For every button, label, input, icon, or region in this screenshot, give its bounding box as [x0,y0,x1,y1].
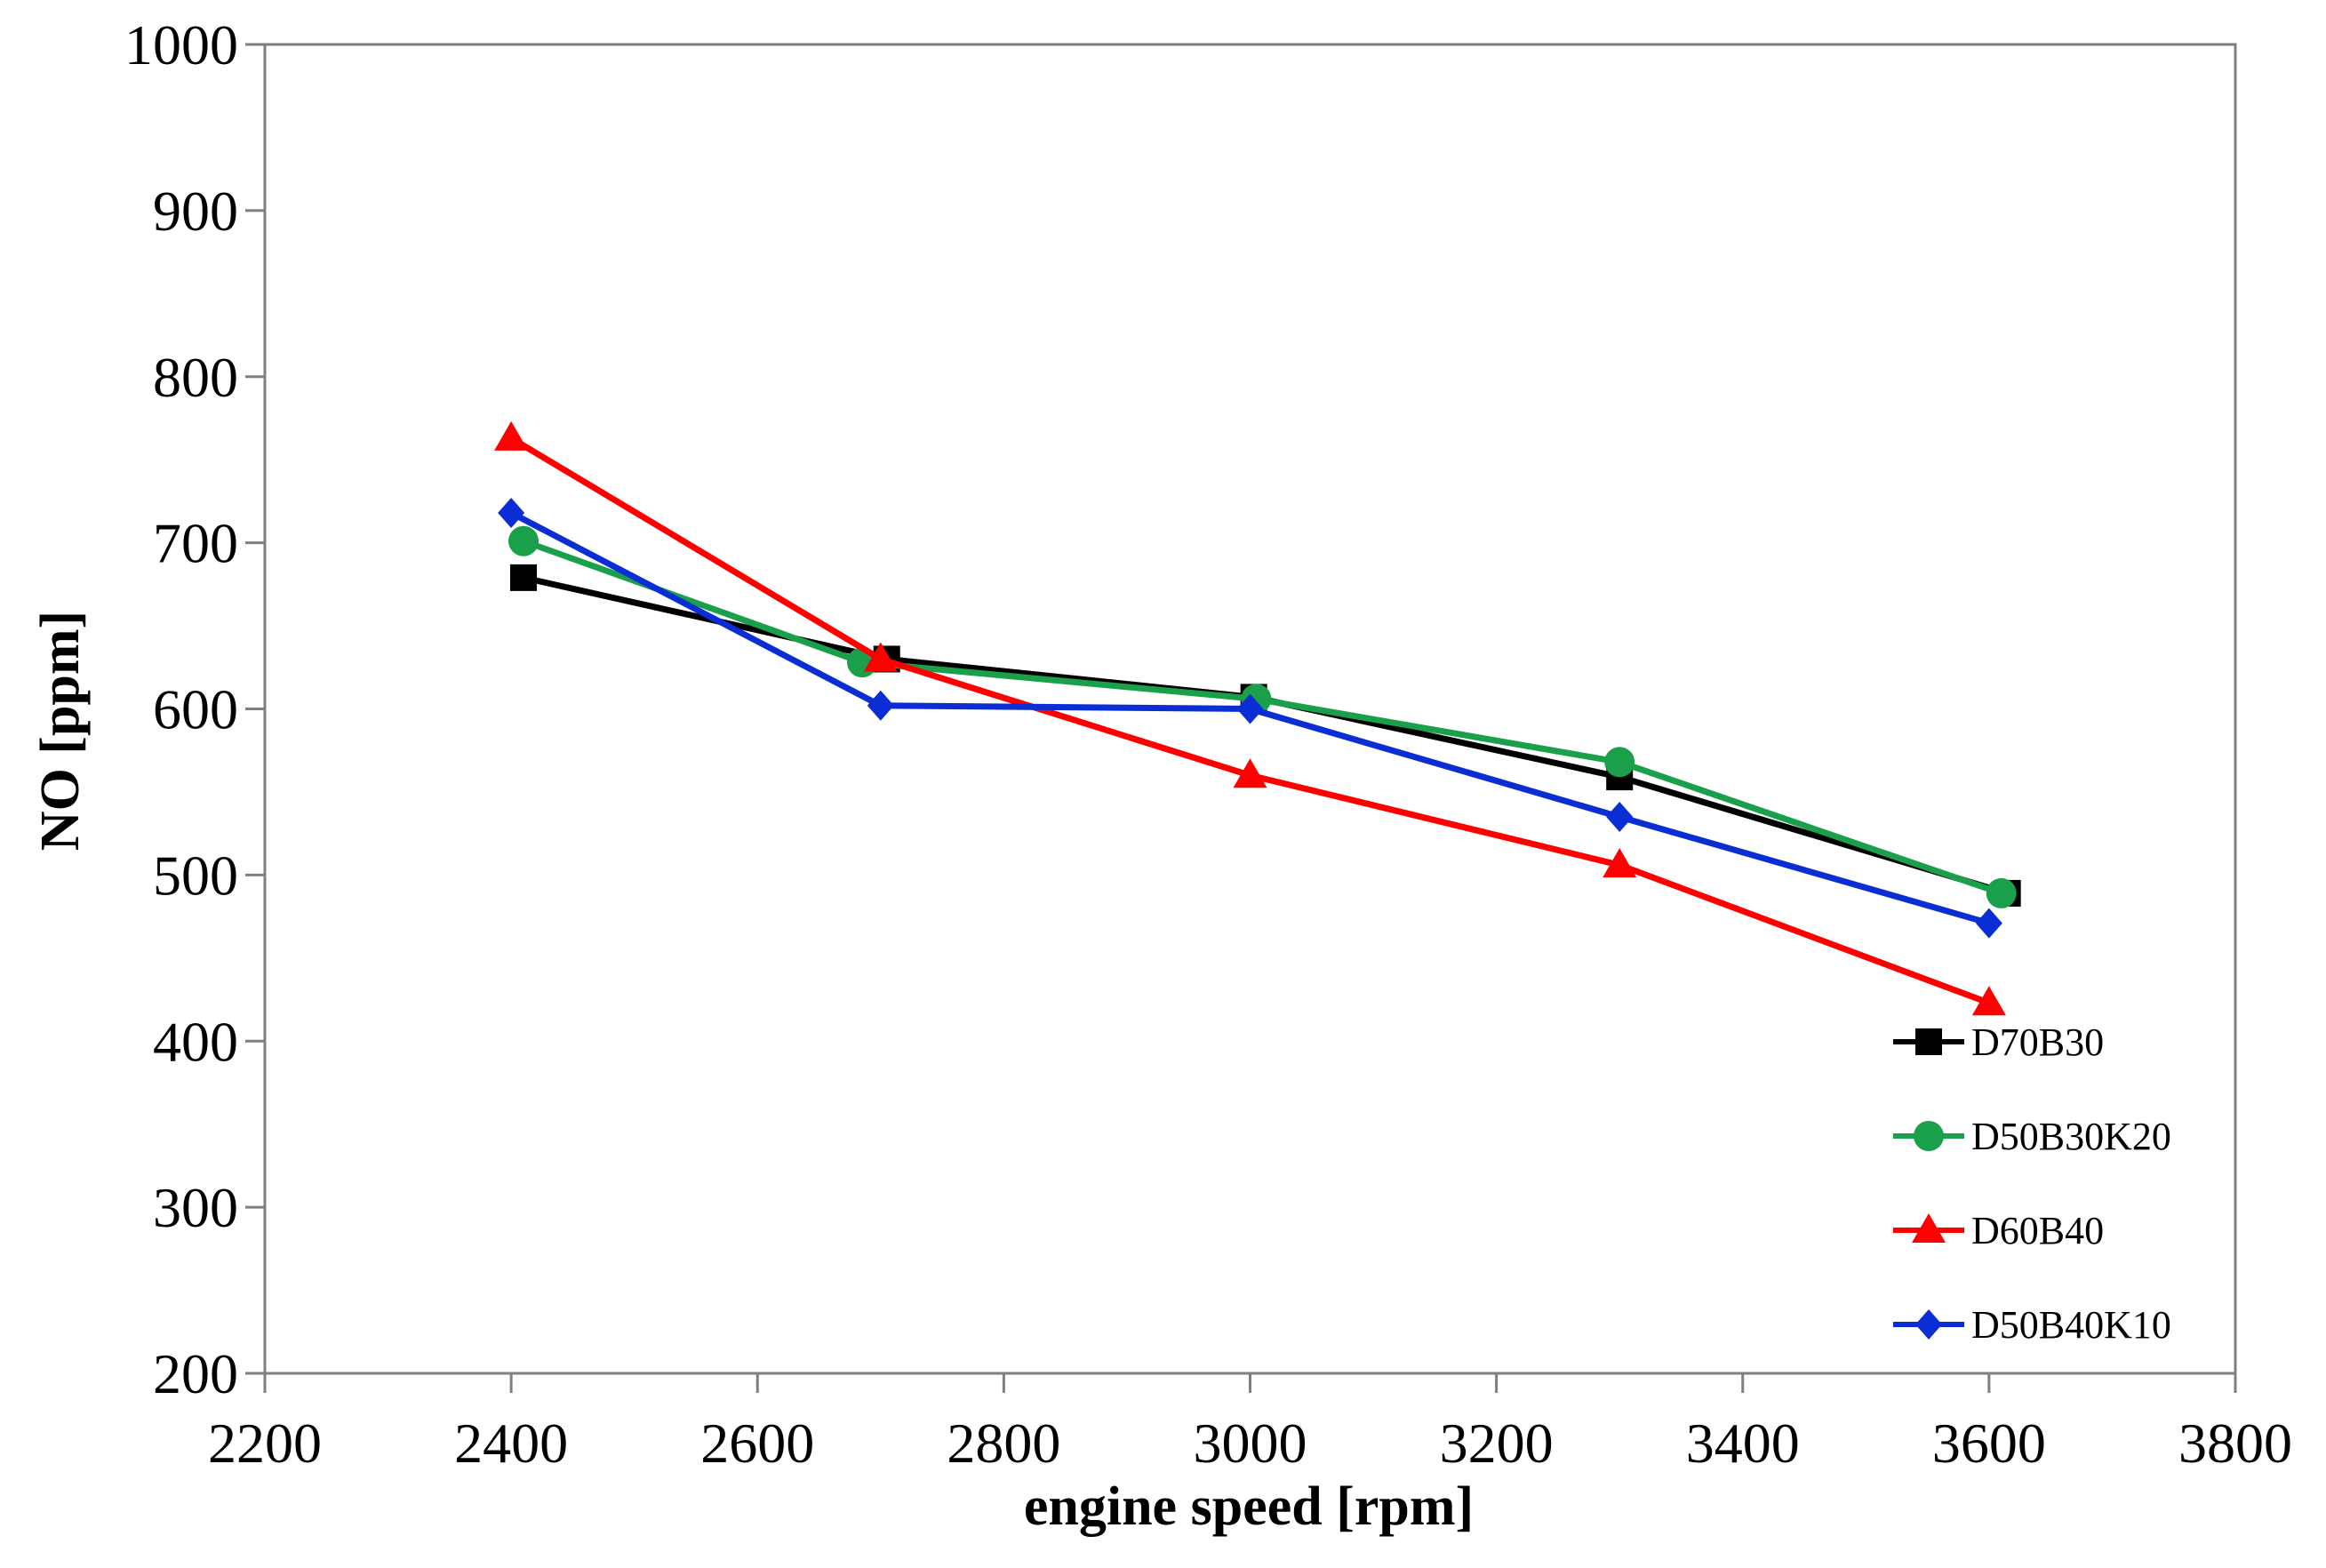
x-tick-label: 2400 [454,1412,568,1475]
y-tick-label: 300 [153,1176,238,1239]
legend-marker-d70b30 [1915,1028,1942,1055]
y-tick-label: 900 [153,180,238,243]
series-d50b30k20 [508,525,2017,908]
legend-item-d70b30: D70B30 [1893,1020,2104,1064]
x-tick-label: 3200 [1440,1412,1554,1475]
data-point-d50b30k20 [1604,747,1635,778]
x-tick-label: 3600 [1932,1412,2046,1475]
data-point-d50b40k10 [867,690,894,721]
legend-marker-d50b30k20 [1914,1121,1944,1151]
x-tick-label: 3000 [1194,1412,1307,1475]
y-tick-label: 200 [153,1342,238,1405]
legend-marker-d50b40k10 [1915,1309,1942,1340]
legend-item-d50b30k20: D50B30K20 [1893,1115,2171,1158]
x-tick-label: 3800 [2178,1412,2292,1475]
legend-marker-d60b40 [1912,1213,1946,1243]
legend-label-d70b30: D70B30 [1971,1020,2104,1064]
series-layer [494,420,2021,1016]
legend-item-d50b40k10: D50B40K10 [1893,1303,2171,1347]
data-point-d50b40k10 [1236,693,1264,724]
data-point-d70b30 [509,564,537,591]
y-tick-label: 400 [153,1010,238,1073]
data-point-d60b40 [1603,848,1637,878]
y-tick-label: 500 [153,844,238,907]
data-point-d50b40k10 [1606,801,1634,832]
data-point-d60b40 [1971,986,2006,1016]
data-point-d60b40 [494,420,529,451]
legend-label-d60b40: D60B40 [1971,1209,2104,1252]
legend-item-d60b40: D60B40 [1893,1209,2104,1252]
data-point-d50b30k20 [1986,877,2017,908]
x-tick-label: 2600 [700,1412,814,1475]
data-point-d60b40 [1233,758,1267,788]
series-d50b40k10 [498,497,2002,939]
y-tick-label: 700 [153,512,238,575]
y-tick-label: 600 [153,678,238,741]
legend-label-d50b40k10: D50B40K10 [1971,1303,2171,1347]
data-point-d50b40k10 [1975,908,2002,939]
y-tick-label: 1000 [124,13,238,76]
data-point-d50b30k20 [508,525,539,556]
series-d60b40 [494,420,2006,1016]
axes: 200 300 400 500 600 700 800 900 1000 2200 2400 2600… [124,13,2292,1475]
x-tick-label: 2800 [947,1412,1060,1475]
data-point-d60b40 [863,642,898,672]
legend-label-d50b30k20: D50B30K20 [1971,1115,2171,1158]
y-axis-title: NO [ppm] [30,611,91,851]
x-tick-label: 3400 [1686,1412,1800,1475]
x-tick-label: 2200 [208,1412,322,1475]
legend: D70B30 D50B30K20 D60B40 D50B40K10 [1893,1020,2171,1347]
x-axis-title: engine speed [rpm] [1024,1476,1474,1537]
y-tick-label: 800 [153,346,238,409]
data-point-d50b40k10 [498,497,525,528]
